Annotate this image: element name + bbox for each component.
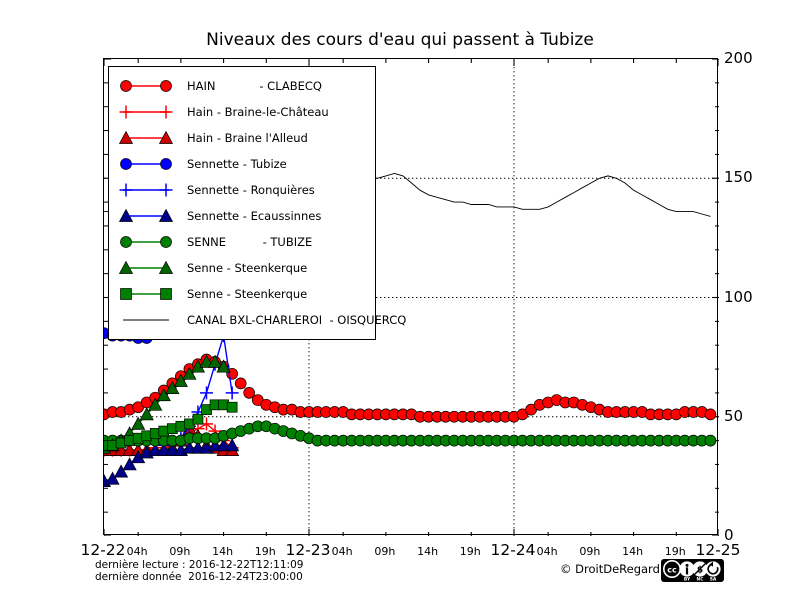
svg-text:$: $ (697, 566, 703, 576)
series-5 (104, 438, 240, 487)
legend-marker-triangle-icon (117, 258, 177, 278)
legend-marker-circle-icon (117, 232, 177, 252)
page-title: Niveaux des cours d'eau qui passent à Tu… (206, 30, 594, 50)
x-tick-minor: 14h (417, 545, 439, 558)
legend-label: HAIN - CLABECQ (187, 79, 322, 93)
x-tick-minor: 09h (579, 545, 601, 558)
x-tick-major: 12-23 (285, 541, 331, 559)
x-tick-major: 12-24 (490, 541, 536, 559)
legend-label: Senne - Steenkerque (187, 261, 308, 275)
x-tick-minor: 09h (169, 545, 191, 558)
svg-text:SA: SA (710, 577, 717, 583)
series-0 (104, 353, 717, 423)
plot-canvas (104, 59, 719, 536)
legend-item-2[interactable]: Hain - Braine l'Alleud (109, 125, 375, 151)
legend-item-0[interactable]: HAIN - CLABECQ (109, 73, 375, 99)
legend-item-9[interactable]: CANAL BXL-CHARLEROI - OISQUERCQ (109, 307, 406, 333)
x-tick-major: 12-25 (695, 541, 741, 559)
y-tick-label: 200 (724, 49, 753, 67)
legend-item-3[interactable]: Sennette - Tubize (109, 151, 375, 177)
plot-area (103, 58, 719, 536)
legend-label: Sennette - Ecaussinnes (187, 209, 322, 223)
legend-marker-circle-icon (117, 76, 177, 96)
svg-text:NC: NC (697, 577, 704, 583)
legend-label: Senne - Steenkerque (187, 287, 308, 301)
legend-marker-plus-icon (117, 180, 177, 200)
legend: HAIN - CLABECQ Hain - Braine-le-Château Ha… (108, 66, 406, 340)
legend-item-6[interactable]: SENNE - TUBIZE (109, 229, 375, 255)
legend-marker-circle-icon (117, 154, 177, 174)
y-tick-label: 150 (724, 168, 753, 187)
x-tick-minor: 04h (536, 545, 558, 558)
y-tick-label: 50 (724, 406, 744, 425)
y-tick-label: 100 (724, 287, 753, 306)
legend-marker-triangle-icon (117, 128, 177, 148)
cc-license-badge[interactable]: cc $ BY NC SA (661, 559, 724, 583)
legend-marker-square-icon (117, 284, 177, 304)
legend-item-4[interactable]: Sennette - Ronquières (109, 177, 375, 203)
copyright-text: © DroitDeRegard.be (560, 562, 678, 576)
legend-label: CANAL BXL-CHARLEROI - OISQUERCQ (187, 313, 407, 327)
legend-label: SENNE - TUBIZE (187, 235, 313, 249)
legend-label: Sennette - Ronquières (187, 183, 315, 197)
x-tick-minor: 19h (664, 545, 686, 558)
legend-item-7[interactable]: Senne - Steenkerque (109, 255, 375, 281)
legend-marker-plus-icon (117, 102, 177, 122)
svg-text:BY: BY (684, 577, 691, 583)
x-tick-minor: 04h (126, 545, 148, 558)
series-6 (104, 420, 717, 447)
footer-readings: dernière lecture : 2016-12-22T12:11:09 d… (95, 559, 304, 583)
x-tick-minor: 04h (331, 545, 353, 558)
legend-marker-triangle-icon (117, 206, 177, 226)
x-tick-minor: 19h (459, 545, 481, 558)
legend-label: Sennette - Tubize (187, 157, 287, 171)
legend-label: Hain - Braine l'Alleud (187, 131, 308, 145)
x-tick-minor: 09h (374, 545, 396, 558)
x-tick-major: 12-22 (80, 541, 126, 559)
x-tick-minor: 14h (212, 545, 234, 558)
legend-item-1[interactable]: Hain - Braine-le-Château (109, 99, 375, 125)
y-tick-label: 0 (724, 526, 734, 544)
series-8 (104, 399, 238, 451)
x-tick-minor: 19h (254, 545, 276, 558)
legend-marker-line-icon (117, 310, 177, 330)
legend-label: Hain - Braine-le-Château (187, 105, 329, 119)
svg-text:cc: cc (667, 566, 677, 575)
axis-ticks (104, 59, 719, 536)
x-tick-minor: 14h (622, 545, 644, 558)
legend-item-8[interactable]: Senne - Steenkerque (109, 281, 375, 307)
legend-item-5[interactable]: Sennette - Ecaussinnes (109, 203, 375, 229)
